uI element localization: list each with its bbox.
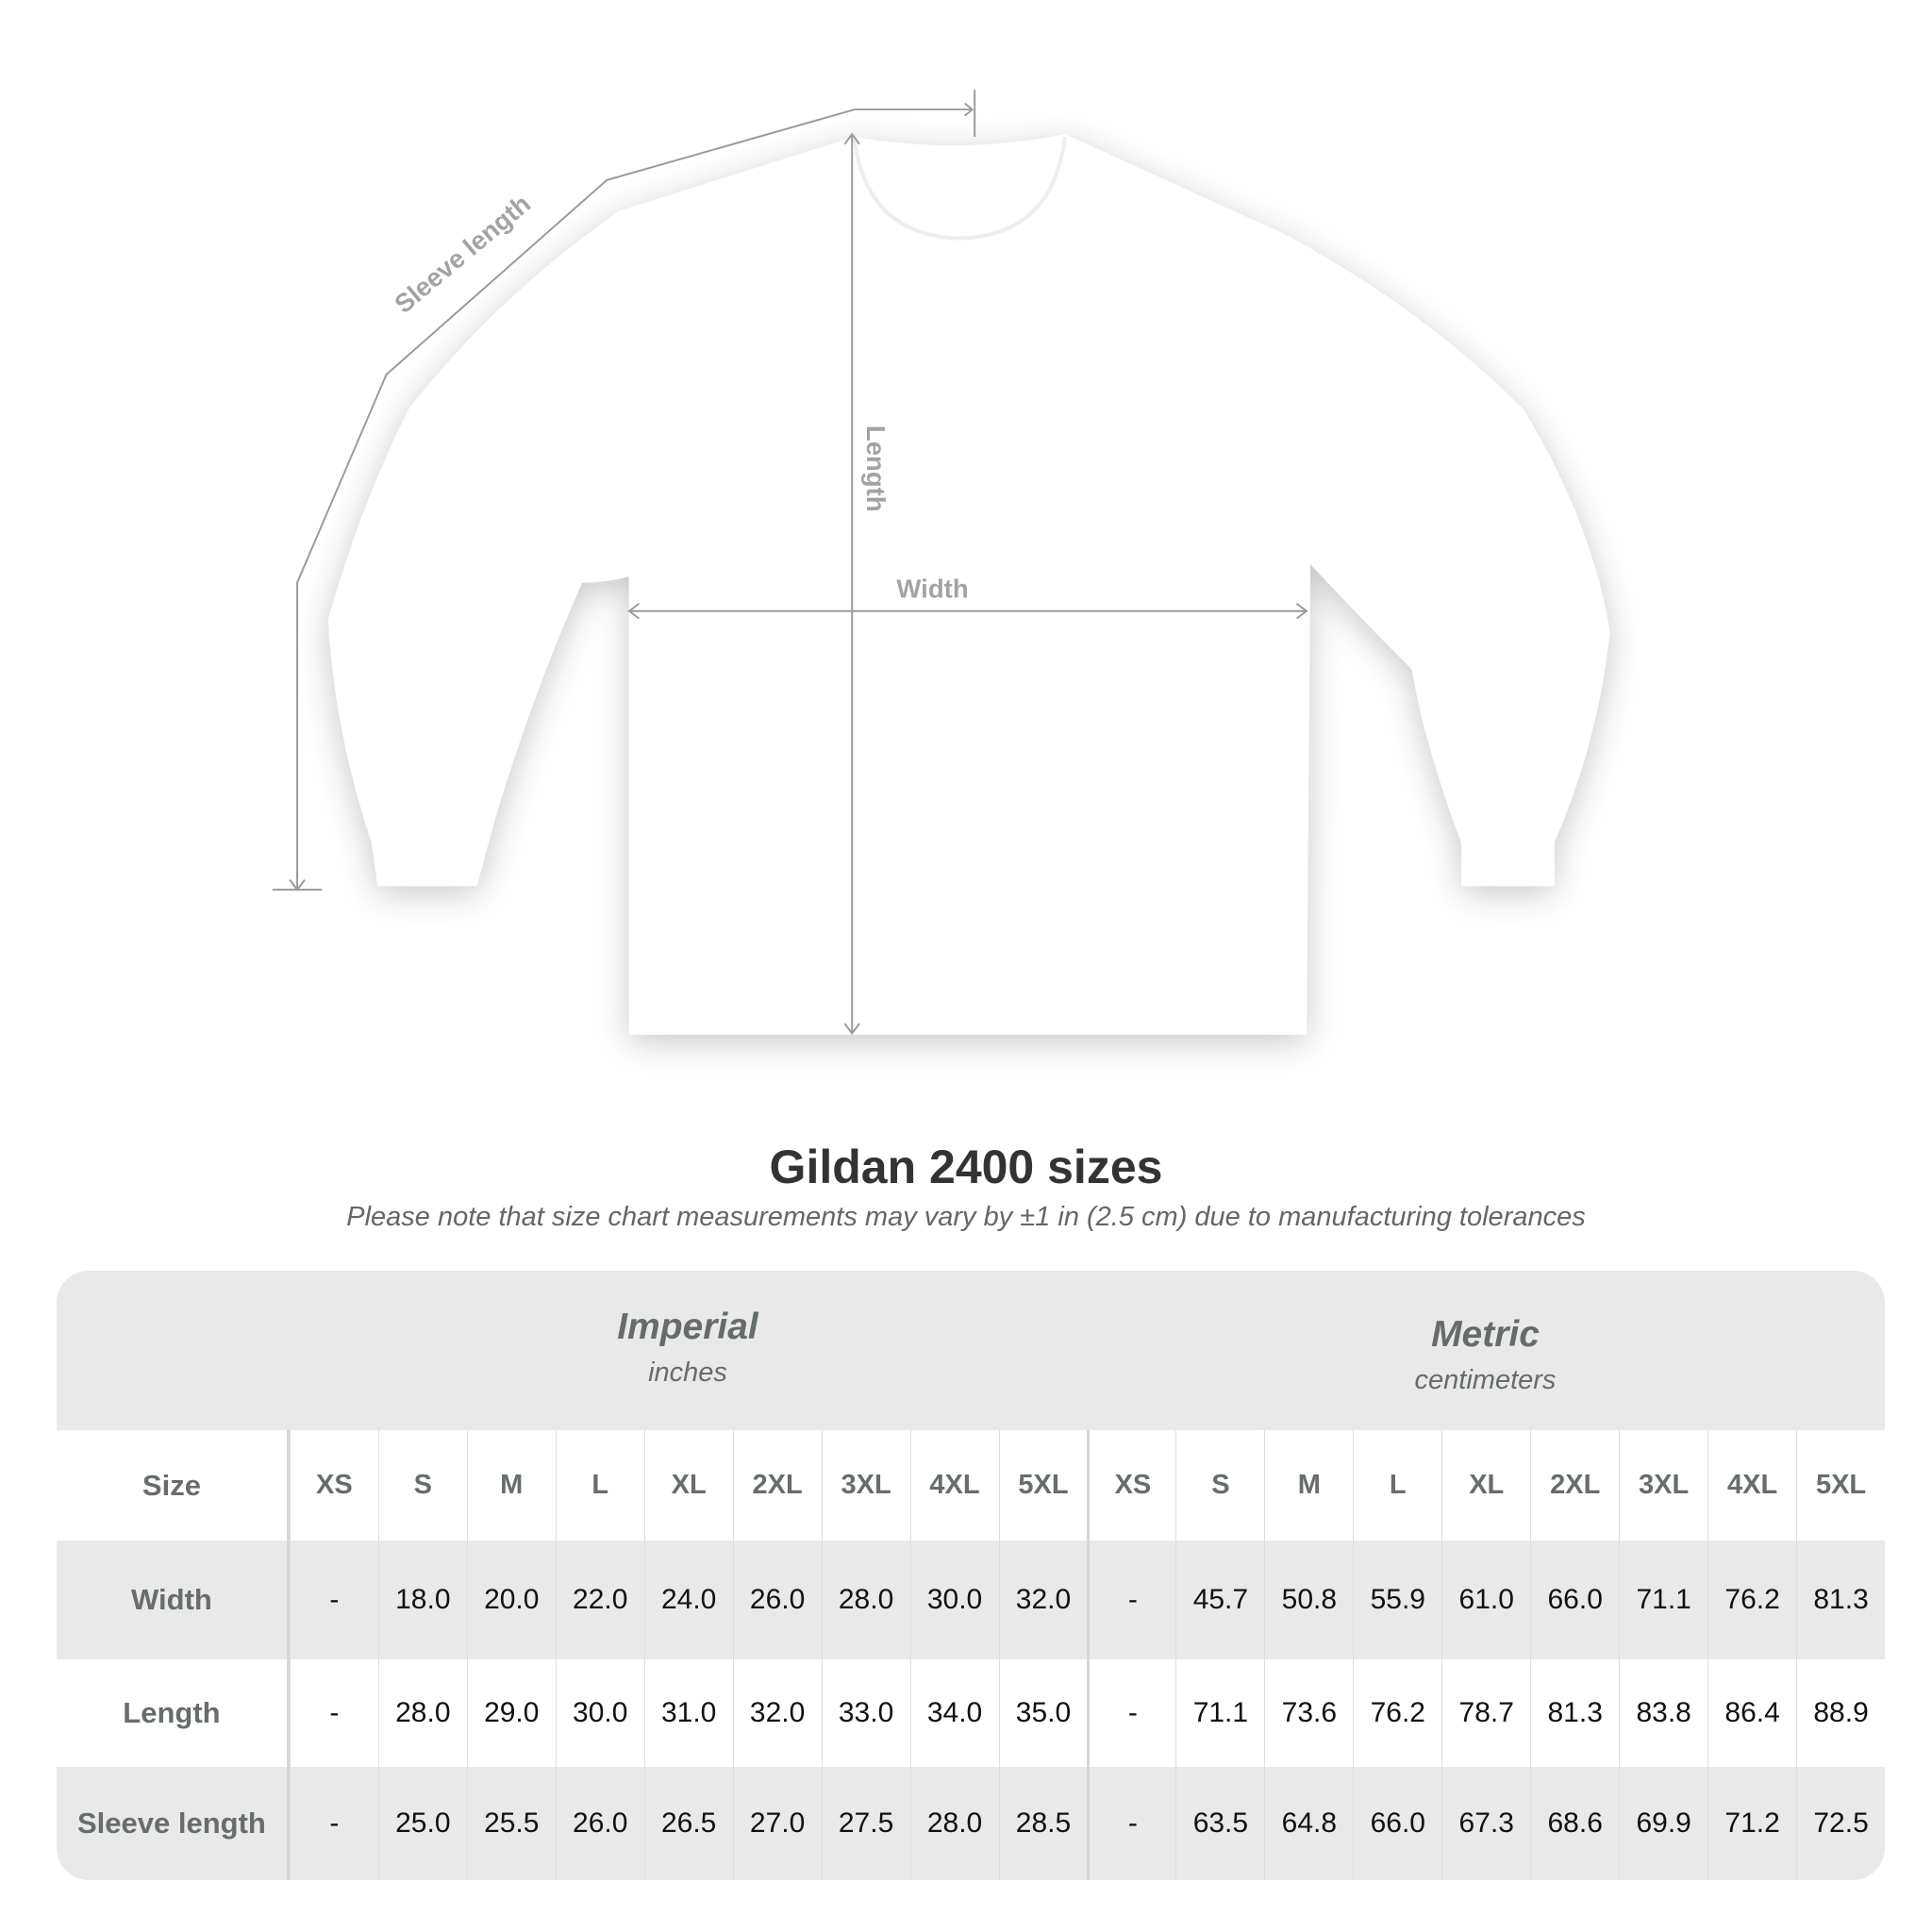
metric-value: 71.1	[1175, 1659, 1264, 1767]
metric-value: 81.3	[1530, 1659, 1619, 1767]
metric-unit: centimeters	[1414, 1365, 1557, 1395]
row-label: Width	[57, 1541, 290, 1659]
imperial-value: 20.0	[466, 1541, 556, 1659]
metric-value: 66.0	[1530, 1541, 1619, 1659]
metric-value: 67.3	[1441, 1767, 1530, 1880]
imperial-value: 18.0	[377, 1541, 467, 1659]
metric-size-XS: XS	[1087, 1430, 1175, 1541]
metric-size-L: L	[1353, 1430, 1441, 1541]
metric-value: 81.3	[1796, 1541, 1885, 1659]
imperial-value: 29.0	[466, 1659, 556, 1767]
metric-size-5XL: 5XL	[1796, 1430, 1885, 1541]
metric-value: 64.8	[1264, 1767, 1353, 1880]
metric-size-4XL: 4XL	[1707, 1430, 1796, 1541]
metric-value: 68.6	[1530, 1767, 1619, 1880]
metric-value: 71.2	[1707, 1767, 1796, 1880]
tolerance-note: Please note that size chart measurements…	[346, 1202, 1586, 1232]
imperial-value: 25.5	[466, 1767, 556, 1880]
imperial-header: Imperial inches	[290, 1271, 1086, 1466]
imperial-value: 26.0	[555, 1767, 644, 1880]
metric-value: 61.0	[1441, 1541, 1530, 1659]
metric-size-2XL: 2XL	[1530, 1430, 1619, 1541]
metric-value: 76.2	[1353, 1659, 1441, 1767]
imperial-size-XS: XS	[289, 1430, 378, 1541]
size-table: Imperial inches Metric centimeters Size X…	[57, 1271, 1885, 1880]
length-line	[843, 132, 860, 1036]
metric-value: 86.4	[1707, 1659, 1796, 1767]
metric-value: 73.6	[1264, 1659, 1353, 1767]
row-label: Length	[57, 1659, 290, 1767]
metric-value: 66.0	[1353, 1767, 1441, 1880]
imperial-size-5XL: 5XL	[998, 1430, 1088, 1541]
metric-value: 71.1	[1619, 1541, 1707, 1659]
width-label: Width	[896, 574, 968, 603]
imperial-value: 32.0	[732, 1659, 822, 1767]
shirt-diagram: Sleeve length Length Width	[272, 90, 1610, 1036]
metric-size-S: S	[1175, 1430, 1264, 1541]
imperial-size-2XL: 2XL	[732, 1430, 822, 1541]
metric-label: Metric	[1431, 1314, 1540, 1355]
imperial-value: -	[289, 1541, 378, 1659]
metric-value: -	[1087, 1541, 1175, 1659]
imperial-size-XL: XL	[643, 1430, 733, 1541]
table-row: Sleeve length -25.0 25.5 26.0 26.5 27.0 27.5 28…	[57, 1767, 1885, 1880]
imperial-value: 26.5	[643, 1767, 733, 1880]
metric-value: 50.8	[1264, 1541, 1353, 1659]
table-row: Width -18.0 20.0 22.0 24.0 26.0 28.0 30.0 32.0-4…	[57, 1541, 1885, 1659]
imperial-value: 35.0	[998, 1659, 1088, 1767]
collar	[852, 136, 1067, 241]
imperial-value: 26.0	[732, 1541, 822, 1659]
imperial-value: 27.0	[732, 1767, 822, 1880]
metric-value: 45.7	[1175, 1541, 1264, 1659]
size-label: Size	[57, 1430, 290, 1541]
imperial-value: 33.0	[821, 1659, 910, 1767]
metric-value: 76.2	[1707, 1541, 1796, 1659]
metric-value: -	[1087, 1659, 1175, 1767]
long-sleeve-shirt	[327, 134, 1610, 1035]
imperial-value: 30.0	[555, 1659, 644, 1767]
sleeve-length-line	[296, 108, 973, 891]
imperial-size-S: S	[377, 1430, 467, 1541]
metric-value: 69.9	[1619, 1767, 1707, 1880]
imperial-size-3XL: 3XL	[821, 1430, 910, 1541]
imperial-value: 30.0	[909, 1541, 999, 1659]
imperial-value: -	[289, 1767, 378, 1880]
metric-size-XL: XL	[1441, 1430, 1530, 1541]
table-row: Length -28.0 29.0 30.0 31.0 32.0 33.0 34.0 35.0-…	[57, 1659, 1885, 1767]
metric-value: -	[1087, 1767, 1175, 1880]
imperial-value: -	[289, 1659, 378, 1767]
imperial-value: 28.5	[998, 1767, 1088, 1880]
metric-value: 78.7	[1441, 1659, 1530, 1767]
metric-size-3XL: 3XL	[1619, 1430, 1707, 1541]
imperial-label: Imperial	[617, 1307, 758, 1347]
size-header-row: Size XS S M L XL 2XL 3XL 4XL 5XL XS S M L XL 2XL 3XL 4XL 5…	[57, 1430, 1885, 1541]
metric-size-M: M	[1264, 1430, 1353, 1541]
metric-header: Metric centimeters	[1086, 1271, 1885, 1474]
length-label: Length	[861, 425, 891, 512]
imperial-value: 24.0	[643, 1541, 733, 1659]
imperial-value: 28.0	[377, 1659, 467, 1767]
metric-value: 55.9	[1353, 1541, 1441, 1659]
imperial-size-4XL: 4XL	[909, 1430, 999, 1541]
imperial-size-M: M	[466, 1430, 556, 1541]
metric-value: 83.8	[1619, 1659, 1707, 1767]
imperial-value: 32.0	[998, 1541, 1088, 1659]
imperial-value: 28.0	[821, 1541, 910, 1659]
imperial-size-L: L	[555, 1430, 644, 1541]
imperial-value: 25.0	[377, 1767, 467, 1880]
imperial-value: 22.0	[555, 1541, 644, 1659]
imperial-value: 34.0	[909, 1659, 999, 1767]
row-label: Sleeve length	[57, 1767, 290, 1880]
imperial-value: 31.0	[643, 1659, 733, 1767]
metric-value: 72.5	[1796, 1767, 1885, 1880]
measure-lines	[272, 90, 1308, 1036]
page-title: Gildan 2400 sizes	[769, 1141, 1163, 1193]
metric-value: 88.9	[1796, 1659, 1885, 1767]
imperial-value: 27.5	[821, 1767, 910, 1880]
metric-value: 63.5	[1175, 1767, 1264, 1880]
imperial-unit: inches	[648, 1357, 727, 1388]
imperial-value: 28.0	[909, 1767, 999, 1880]
width-line	[627, 603, 1308, 620]
